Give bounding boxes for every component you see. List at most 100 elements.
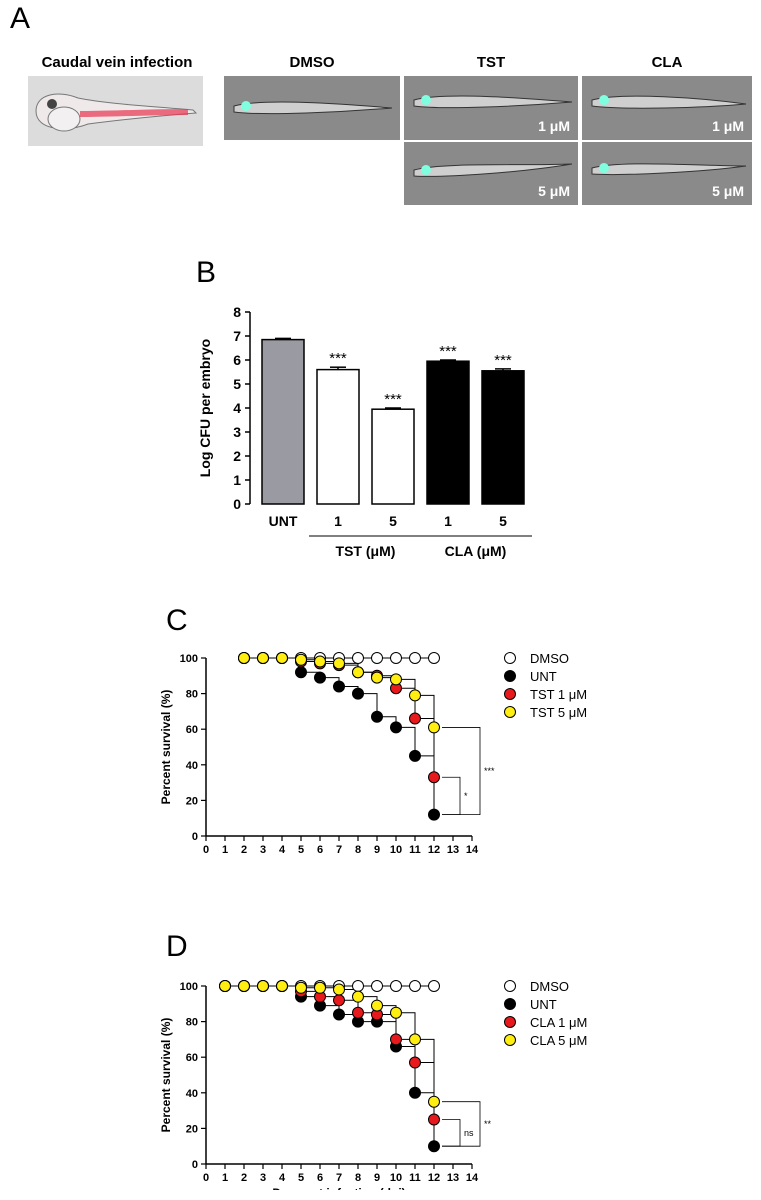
survival-point [390, 980, 402, 992]
survival-step-line [225, 985, 435, 1147]
panel-d-letter: D [166, 930, 188, 963]
legend-label: TST 1 μM [530, 687, 587, 702]
survival-point [314, 655, 326, 668]
legend-marker [504, 688, 516, 700]
y-tick-label: 8 [233, 304, 241, 320]
survival-point [352, 990, 364, 1003]
legend-label: UNT [530, 669, 557, 684]
y-tick-label: 100 [180, 981, 198, 993]
survival-point [295, 981, 307, 994]
panel-c-letter: C [166, 604, 188, 637]
survival-point [352, 980, 364, 992]
bar-chart-cfu: 0 1 2 3 4 5 6 7 8 Log CFU per embryo UNT *** 1 *** 5 **… [197, 304, 532, 559]
bar [261, 338, 305, 505]
x-tick-label: 2 [241, 1172, 247, 1184]
y-tick-label: 7 [233, 328, 241, 344]
survival-point [333, 983, 345, 996]
y-tick-label: 80 [186, 689, 198, 701]
y-tick-label: 0 [192, 831, 198, 843]
legend-label: CLA 5 μM [530, 1033, 587, 1048]
y-tick-label: 60 [186, 1052, 198, 1064]
legend-label: DMSO [530, 651, 569, 666]
x-tick-label: 8 [355, 1172, 361, 1184]
legend-marker [504, 1034, 516, 1046]
x-tick-label: 9 [374, 1172, 380, 1184]
survival-point [238, 652, 250, 664]
y-tick-label: 6 [233, 352, 241, 368]
significance-bracket [442, 1119, 461, 1147]
legend-cla: DMSO UNT CLA 1 μM CLA 5 μM [504, 979, 587, 1048]
survival-point [314, 981, 326, 994]
survival-point [428, 1140, 440, 1153]
survival-step-line [225, 985, 435, 1102]
y-tick-label: 40 [186, 1088, 198, 1100]
category-label: 1 [444, 513, 452, 529]
group-label: CLA (μM) [445, 543, 507, 559]
x-tick-label: 14 [466, 1172, 479, 1184]
x-tick-label: 3 [260, 1172, 266, 1184]
col-title-cla: CLA [651, 54, 683, 71]
bar [371, 408, 415, 505]
embryo-tile-dmso [224, 76, 400, 140]
survival-point [333, 657, 345, 670]
embryo-tile-cla-1: 1 μM [582, 76, 752, 140]
significance-mark: *** [329, 350, 347, 367]
panel-a-letter: A [10, 2, 31, 35]
x-tick-label: 4 [279, 1172, 286, 1184]
survival-point [371, 980, 383, 992]
category-label: 1 [334, 513, 342, 529]
y-tick-label: 100 [180, 653, 198, 665]
x-tick-label: 6 [317, 844, 323, 856]
significance-mark: *** [494, 352, 512, 369]
x-axis-label: Day post infection (dpi) [272, 858, 405, 860]
survival-point [390, 652, 402, 664]
survival-point [409, 652, 421, 664]
legend-label: DMSO [530, 979, 569, 994]
survival-point [352, 1006, 364, 1019]
y-tick-label: 5 [233, 376, 241, 392]
y-tick-label: 1 [233, 472, 241, 488]
survival-point [371, 999, 383, 1012]
x-tick-label: 10 [390, 1172, 402, 1184]
significance-bracket [442, 776, 461, 816]
x-tick-label: 11 [409, 844, 421, 856]
survival-point [333, 1008, 345, 1021]
survival-point [428, 652, 440, 664]
category-label: UNT [269, 513, 298, 529]
category-label: 5 [499, 513, 507, 529]
x-tick-label: 2 [241, 844, 247, 856]
x-tick-label: 12 [428, 844, 440, 856]
x-tick-label: 7 [336, 1172, 342, 1184]
x-tick-label: 11 [409, 1172, 421, 1184]
survival-point [409, 980, 421, 992]
x-tick-label: 5 [298, 1172, 304, 1184]
x-tick-label: 0 [203, 844, 209, 856]
significance-mark: *** [439, 343, 457, 360]
y-axis-label: Percent survival (%) [159, 1018, 173, 1133]
tile-label: 1 μM [712, 118, 744, 134]
survival-point [428, 1113, 440, 1126]
survival-point [314, 671, 326, 684]
survival-point [390, 1006, 402, 1019]
survival-point [428, 771, 440, 784]
y-axis-label: Log CFU per embryo [197, 339, 213, 477]
legend-marker [504, 998, 516, 1010]
embryo-tile-tst-5: 5 μM [404, 142, 578, 205]
survival-chart-cla: 02040608010001234567891011121314Day post… [159, 980, 492, 1190]
significance-bracket [442, 1101, 481, 1147]
survival-point [409, 749, 421, 762]
panel-b-letter: B [196, 256, 217, 289]
y-tick-label: 60 [186, 724, 198, 736]
survival-point [295, 653, 307, 666]
survival-point [409, 1056, 421, 1069]
x-tick-label: 13 [447, 844, 459, 856]
x-tick-label: 3 [260, 844, 266, 856]
legend-marker [504, 706, 516, 718]
survival-chart-tst: 02040608010001234567891011121314Day post… [159, 652, 495, 860]
embryo-tile-tst-1: 1 μM [404, 76, 578, 140]
significance-label: * [464, 791, 468, 801]
x-tick-label: 12 [428, 1172, 440, 1184]
survival-point [409, 689, 421, 702]
survival-point [352, 687, 364, 700]
x-tick-label: 6 [317, 1172, 323, 1184]
